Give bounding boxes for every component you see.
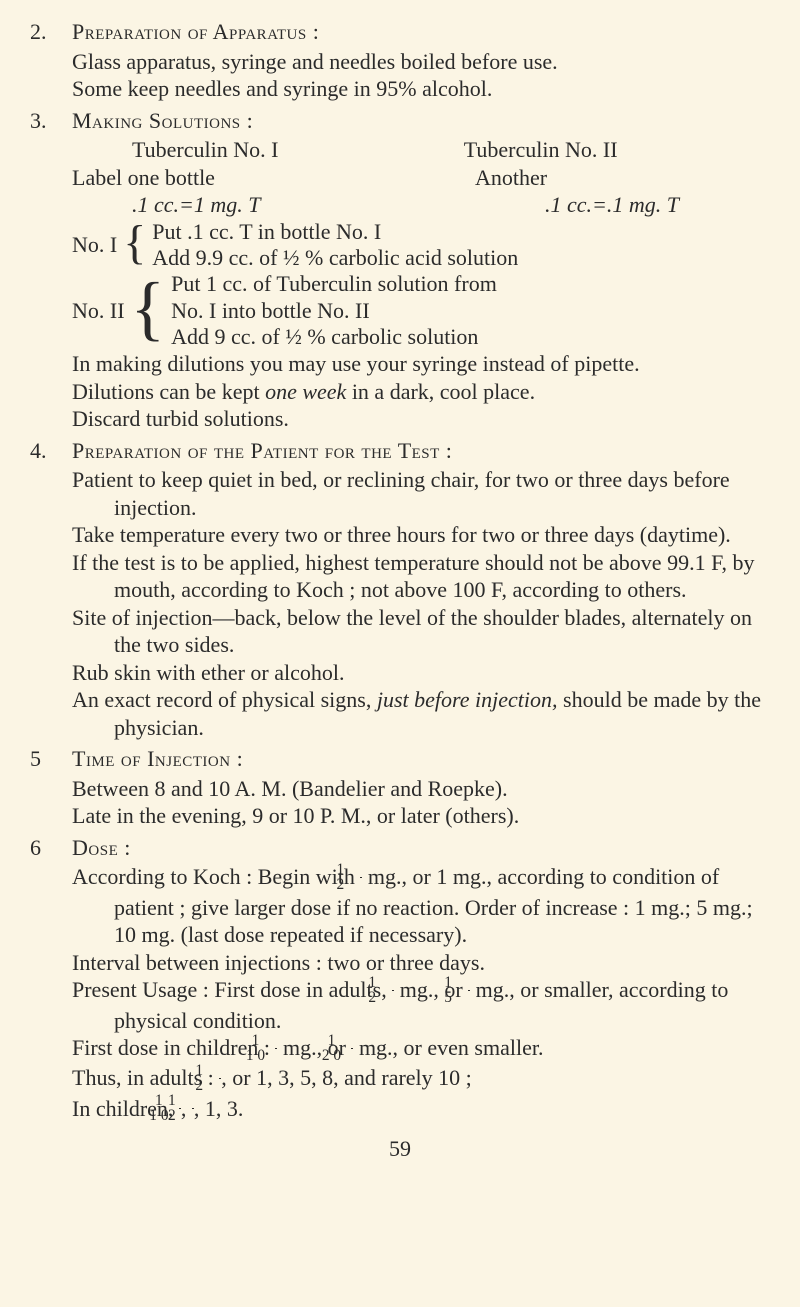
section-6: 6 Dose : bbox=[30, 834, 770, 862]
tuberculin-block: Tuberculin No. I Tuberculin No. II Label… bbox=[30, 136, 770, 433]
italic-phrase: one week bbox=[265, 379, 346, 404]
tail-line: Discard turbid solutions. bbox=[72, 405, 770, 433]
section-heading: Dose : bbox=[72, 835, 131, 860]
tub-col2-cc: .1 cc.=.1 mg. T bbox=[545, 192, 679, 217]
no-i-line: Add 9.9 cc. of ½ % carbolic acid solutio… bbox=[152, 245, 518, 271]
section-number: 5 bbox=[30, 745, 72, 773]
section-heading: Time of Injection : bbox=[72, 746, 243, 771]
tub-col1-cc: .1 cc.=1 mg. T bbox=[132, 192, 261, 217]
no-ii-label: No. II bbox=[72, 297, 131, 325]
body-line: Glass apparatus, syringe and needles boi… bbox=[30, 48, 770, 76]
children-line: In children, 11 0, 12, 1, 3. bbox=[72, 1095, 770, 1125]
interval-line: Interval between injections : two or thr… bbox=[72, 949, 770, 977]
body-line: Some keep needles and syringe in 95% alc… bbox=[30, 75, 770, 103]
children-first-dose: First dose in children : 11 0 mg., or 12… bbox=[72, 1034, 770, 1064]
hang-line: Site of injection—back, below the level … bbox=[72, 604, 770, 659]
no-ii-block: No. II { Put 1 cc. of Tuberculin solutio… bbox=[72, 271, 770, 350]
tub-col1-title: Tuberculin No. I bbox=[132, 136, 464, 164]
section-3: 3. Making Solutions : bbox=[30, 107, 770, 135]
tub-col2-title: Tuberculin No. II bbox=[464, 136, 770, 164]
tub-col1-label: Label one bottle bbox=[72, 164, 435, 192]
body-line: Late in the evening, 9 or 10 P. M., or l… bbox=[30, 802, 770, 830]
no-ii-line: Put 1 cc. of Tuberculin solution from bbox=[171, 271, 497, 297]
section-heading: Making Solutions : bbox=[72, 108, 253, 133]
section-heading: Preparation of Apparatus : bbox=[72, 19, 319, 44]
hang-line: An exact record of physical signs, just … bbox=[72, 686, 770, 741]
page-number: 59 bbox=[30, 1135, 770, 1163]
tail-line: In making dilutions you may use your syr… bbox=[72, 350, 770, 378]
section-2: 2. Preparation of Apparatus : bbox=[30, 18, 770, 46]
section-number: 3. bbox=[30, 107, 72, 135]
brace-icon: { bbox=[131, 287, 172, 330]
koch-line: According to Koch : Begin with 12 mg., o… bbox=[72, 863, 770, 948]
tail-line: Dilutions can be kept one week in a dark… bbox=[72, 378, 770, 406]
section-heading: Preparation of the Patient for the Test … bbox=[72, 438, 452, 463]
section-number: 4. bbox=[30, 437, 72, 465]
no-i-block: No. I { Put .1 cc. T in bottle No. I Add… bbox=[72, 219, 770, 272]
section-number: 6 bbox=[30, 834, 72, 862]
section-number: 2. bbox=[30, 18, 72, 46]
hang-line: Rub skin with ether or alcohol. bbox=[72, 659, 770, 687]
brace-icon: { bbox=[123, 224, 152, 262]
hang-line: Take temperature every two or three hour… bbox=[72, 521, 770, 549]
no-ii-line: Add 9 cc. of ½ % carbolic solution bbox=[171, 324, 497, 350]
no-ii-line: No. I into bottle No. II bbox=[171, 298, 497, 324]
adults-line: Thus, in adults : 12, or 1, 3, 5, 8, and… bbox=[72, 1064, 770, 1094]
section-5: 5 Time of Injection : bbox=[30, 745, 770, 773]
present-line: Present Usage : First dose in adults, 12… bbox=[72, 976, 770, 1034]
no-i-line: Put .1 cc. T in bottle No. I bbox=[152, 219, 518, 245]
tub-col2-label: Another bbox=[435, 164, 770, 192]
no-i-label: No. I bbox=[72, 231, 123, 259]
hang-line: If the test is to be applied, highest te… bbox=[72, 549, 770, 604]
hang-line: Patient to keep quiet in bed, or reclini… bbox=[72, 466, 770, 521]
body-line: Between 8 and 10 A. M. (Bandelier and Ro… bbox=[30, 775, 770, 803]
section-4: 4. Preparation of the Patient for the Te… bbox=[30, 437, 770, 465]
